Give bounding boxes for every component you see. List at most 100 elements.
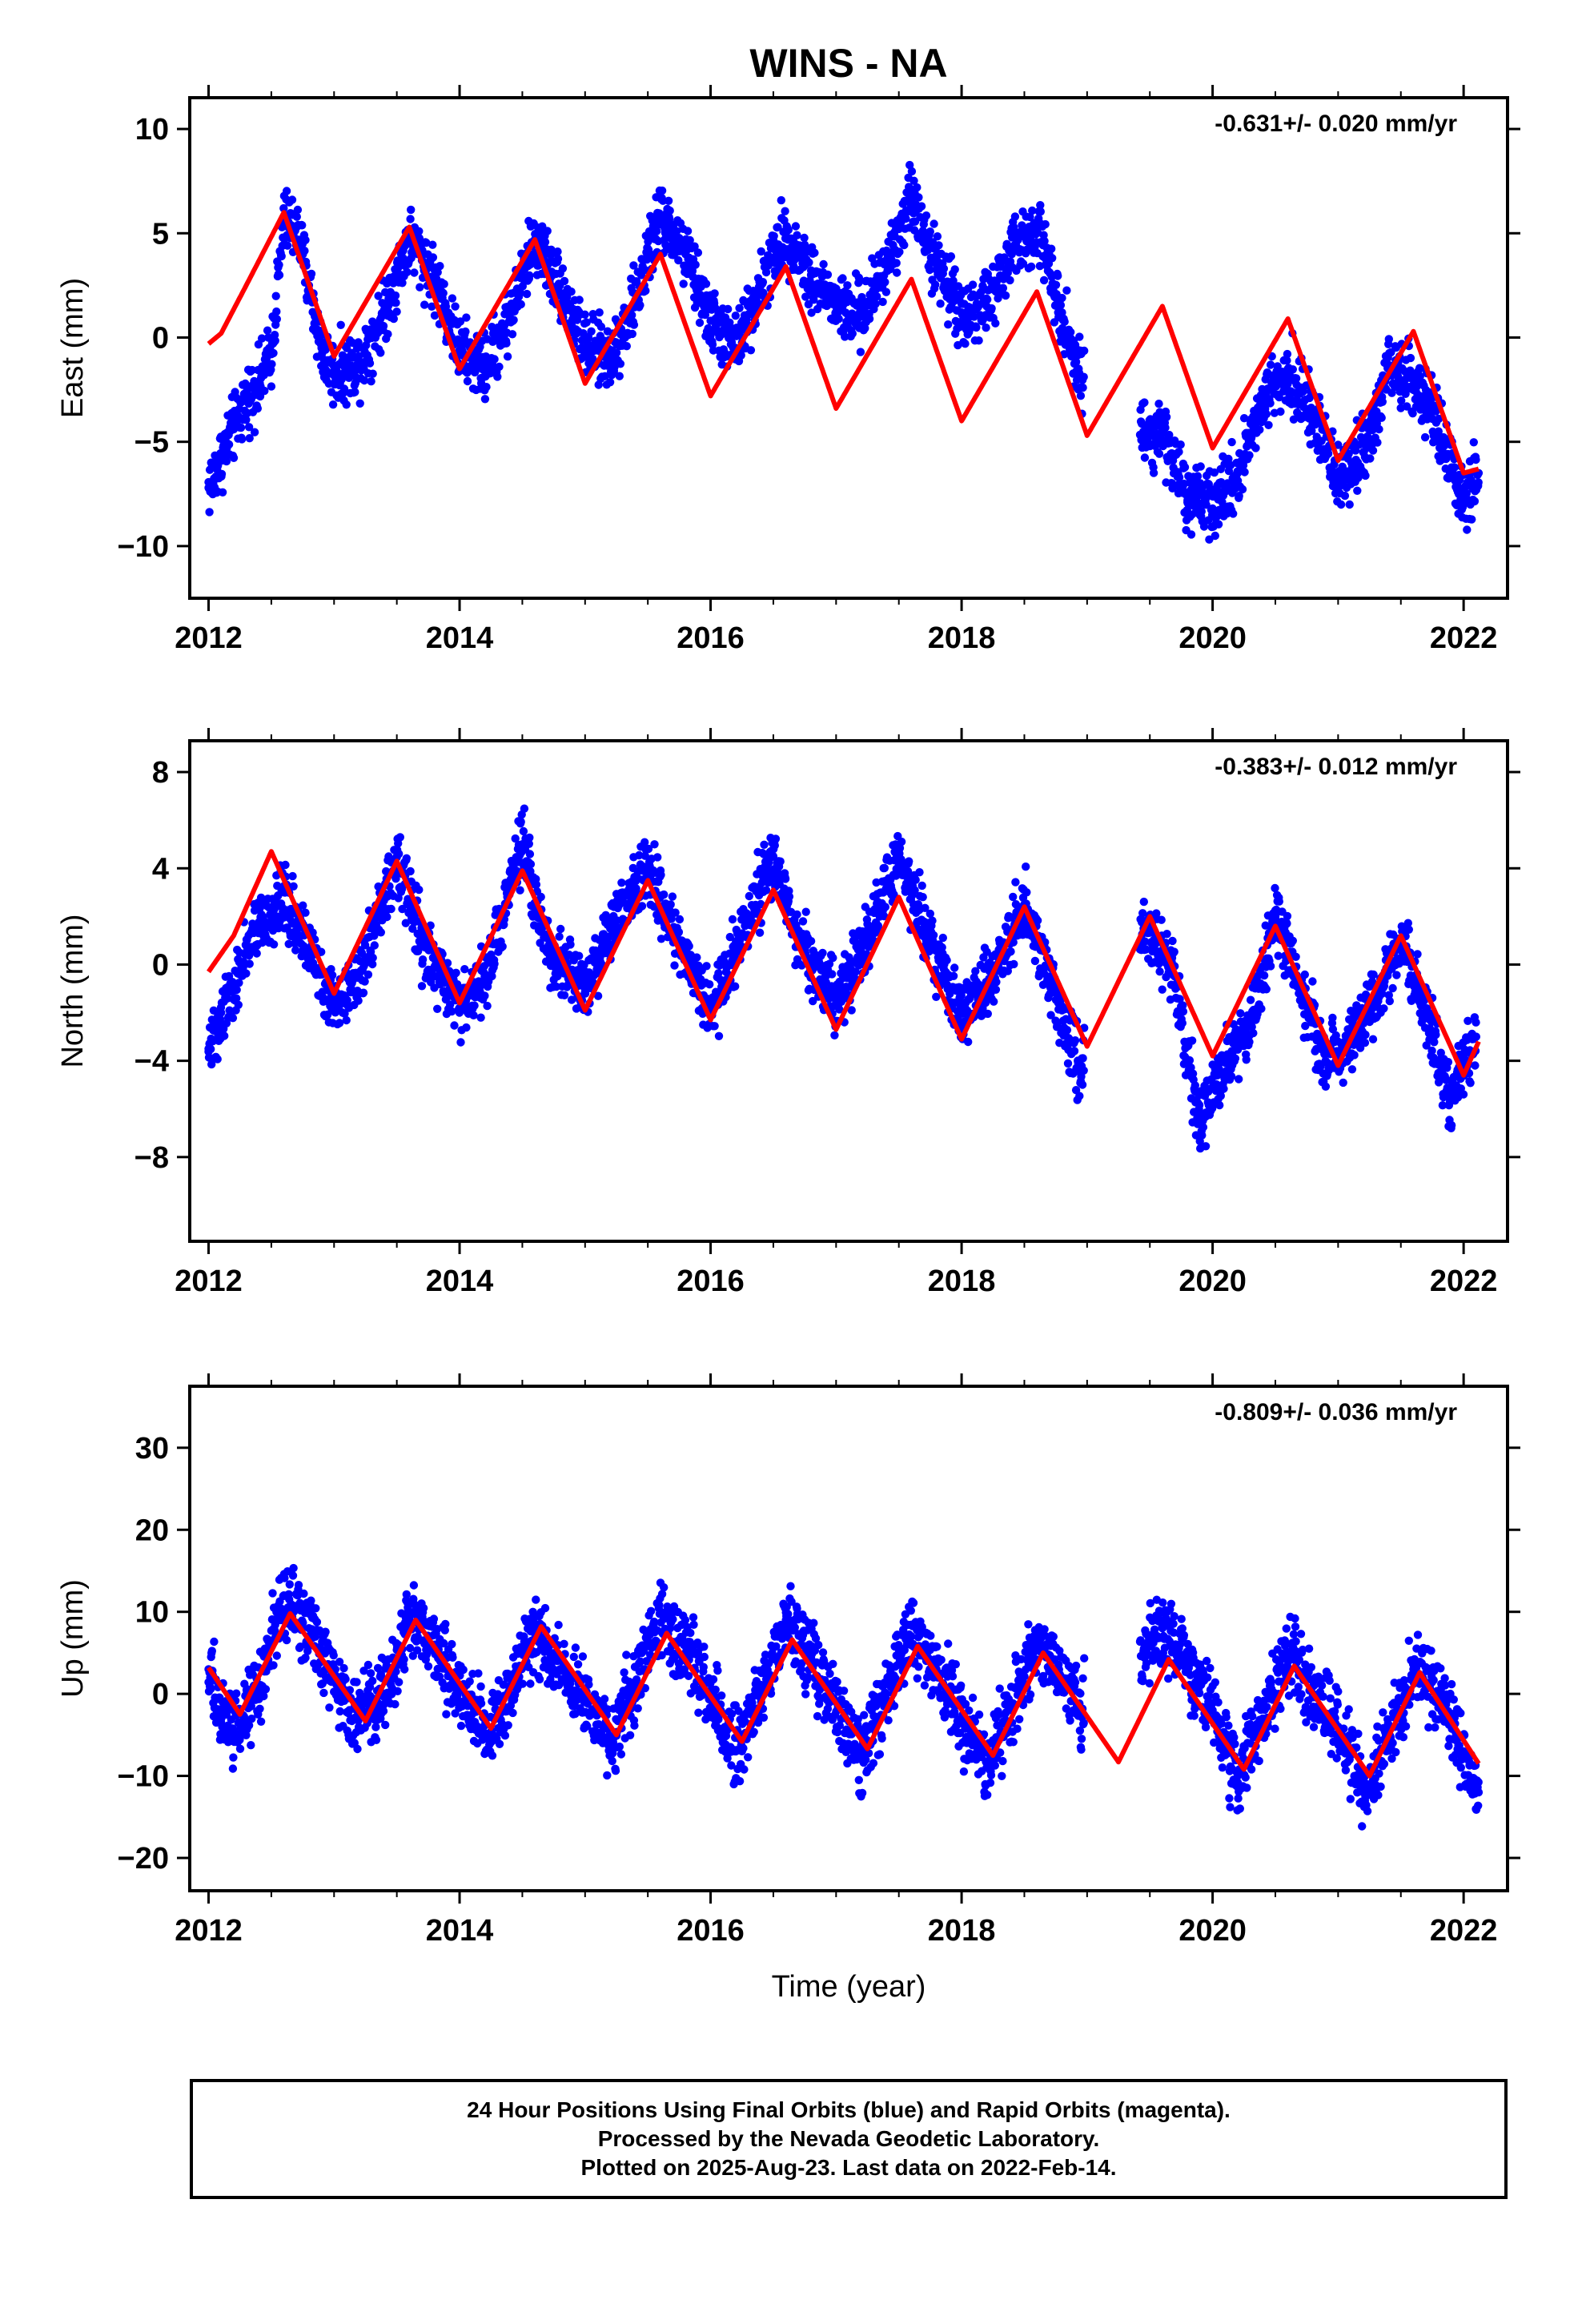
observation-point	[688, 267, 697, 275]
observation-point	[944, 320, 953, 329]
observation-point	[1206, 485, 1215, 493]
observation-anchor	[1183, 496, 1192, 505]
observation-point	[354, 996, 363, 1005]
observation-point	[272, 315, 281, 324]
y-tick-label: −10	[118, 530, 169, 564]
observation-point	[823, 270, 833, 279]
observation-point	[460, 965, 469, 974]
observation-point	[893, 268, 901, 277]
observation-point	[737, 351, 745, 360]
observation-point	[1051, 280, 1061, 289]
observation-point	[271, 292, 280, 300]
observation-point	[389, 314, 398, 324]
observation-point	[402, 854, 411, 863]
observation-anchor	[881, 260, 891, 269]
observation-point	[1378, 397, 1387, 406]
observation-point	[600, 372, 609, 380]
observation-point	[242, 969, 251, 978]
observation-point	[838, 274, 847, 283]
observation-point	[253, 404, 262, 413]
observation-point	[553, 247, 562, 256]
observation-point	[245, 434, 254, 443]
y-axis-label: East (mm)	[56, 278, 90, 418]
observation-point	[470, 1001, 479, 1010]
observation-point	[1255, 425, 1264, 434]
observation-point	[391, 291, 400, 300]
observation-point	[234, 1000, 243, 1010]
observation-point	[990, 997, 998, 1006]
observation-point	[575, 951, 584, 960]
observation-point	[1006, 947, 1015, 956]
observation-point	[710, 289, 719, 298]
observation-point	[1235, 492, 1243, 501]
observation-anchor	[1158, 427, 1167, 436]
observation-point	[1377, 413, 1386, 422]
observation-point	[236, 423, 246, 432]
observation-point	[1463, 525, 1472, 534]
observation-point	[250, 428, 259, 436]
observation-point	[861, 324, 869, 333]
observation-anchor	[1233, 468, 1243, 477]
observation-anchor	[217, 454, 226, 463]
y-tick-label: 0	[152, 321, 169, 355]
observation-point	[974, 336, 983, 345]
observation-point	[1211, 531, 1220, 541]
observation-point	[301, 908, 310, 917]
observation-point	[392, 308, 401, 316]
observation-point	[695, 318, 705, 328]
observation-point	[942, 955, 951, 965]
observation-point	[725, 318, 734, 327]
observation-point	[244, 423, 254, 432]
observation-point	[281, 860, 290, 870]
observation-point	[931, 280, 940, 289]
observation-point	[440, 279, 448, 288]
observation-point	[819, 259, 828, 269]
observation-point	[1240, 468, 1249, 476]
observation-point	[417, 982, 427, 991]
observation-anchor	[430, 275, 439, 283]
observation-anchor	[556, 281, 564, 290]
observation-point	[368, 369, 377, 378]
observation-point	[1323, 449, 1333, 458]
observation-point	[469, 1011, 478, 1020]
observation-point	[806, 937, 816, 946]
observation-point	[267, 360, 276, 368]
observation-point	[1468, 515, 1476, 524]
observation-anchor	[857, 312, 865, 321]
observation-anchor	[229, 424, 239, 434]
observation-point	[1474, 478, 1483, 487]
observation-point	[553, 255, 563, 263]
observation-point	[245, 959, 254, 968]
observation-point	[436, 262, 444, 271]
observation-point	[1197, 507, 1207, 516]
observation-point	[1193, 472, 1203, 480]
observation-point	[493, 372, 502, 381]
observation-point	[580, 310, 589, 319]
observation-point	[575, 296, 584, 304]
observation-point	[1340, 491, 1350, 501]
observation-point	[998, 283, 1008, 292]
observation-point	[670, 961, 679, 970]
observation-point	[1344, 449, 1353, 458]
observation-point	[946, 252, 956, 261]
observation-point	[933, 232, 942, 241]
observation-point	[461, 327, 470, 336]
observation-point	[355, 399, 364, 408]
observation-point	[1056, 300, 1066, 310]
observation-point	[328, 400, 338, 409]
observation-point	[818, 948, 827, 958]
observation-point	[650, 840, 659, 849]
observation-point	[665, 206, 674, 215]
observation-point	[1375, 424, 1383, 434]
observation-point	[907, 167, 917, 176]
observation-point	[490, 959, 499, 968]
observation-point	[1063, 1059, 1073, 1068]
observation-point	[829, 953, 837, 963]
observation-point	[456, 1038, 465, 1047]
observation-point	[269, 940, 279, 949]
observation-point	[693, 248, 703, 257]
observation-point	[934, 241, 943, 250]
observation-point	[1275, 392, 1284, 402]
observation-point	[918, 227, 927, 235]
observation-point	[714, 1031, 724, 1041]
